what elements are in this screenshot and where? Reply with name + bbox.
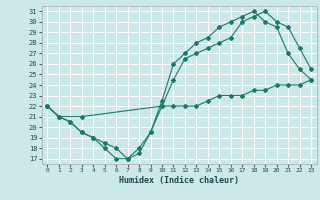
X-axis label: Humidex (Indice chaleur): Humidex (Indice chaleur) <box>119 176 239 185</box>
